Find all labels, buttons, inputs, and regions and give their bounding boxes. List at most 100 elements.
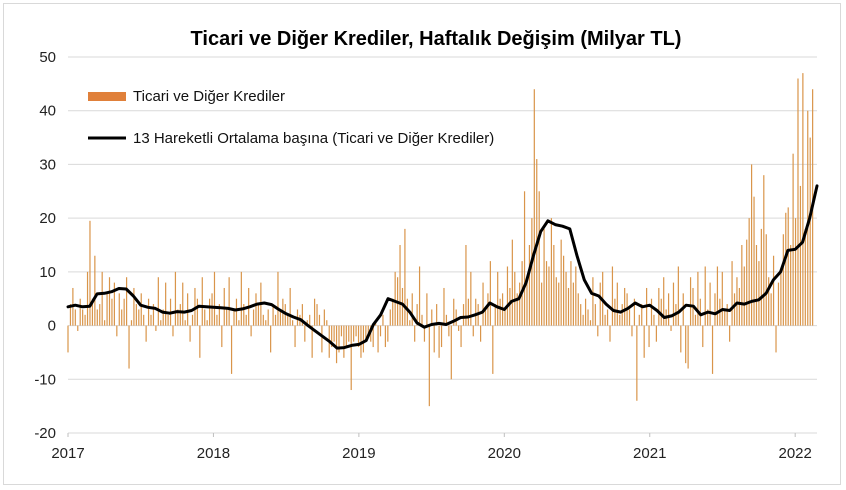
weekly-bar (560, 239, 562, 326)
weekly-bar (199, 325, 201, 358)
weekly-bar (184, 320, 186, 326)
weekly-bar (611, 266, 614, 326)
weekly-bar (772, 255, 775, 326)
weekly-bar (582, 314, 584, 326)
weekly-bar (726, 304, 728, 326)
weekly-bar (233, 309, 235, 326)
y-tick-label: 40 (39, 103, 56, 120)
weekly-bar (570, 261, 572, 326)
weekly-bar (516, 293, 518, 326)
weekly-bar (648, 325, 650, 348)
weekly-bar (331, 325, 333, 348)
grid-lines (68, 56, 817, 434)
weekly-bar (235, 298, 238, 326)
weekly-bar (157, 277, 159, 326)
weekly-bar (201, 277, 203, 326)
weekly-bar (125, 277, 128, 326)
weekly-bar (321, 325, 323, 353)
weekly-bar (150, 314, 152, 326)
weekly-bar (733, 293, 736, 326)
weekly-bar (545, 261, 548, 326)
weekly-bar (152, 304, 155, 326)
weekly-bar (191, 314, 194, 326)
weekly-bar (448, 325, 450, 337)
weekly-bar (294, 325, 296, 348)
weekly-bar (240, 271, 242, 326)
weekly-bar (450, 325, 452, 380)
weekly-bar (130, 320, 133, 326)
weekly-bar (409, 320, 411, 326)
weekly-bar (660, 298, 662, 326)
weekly-bar (377, 325, 379, 353)
weekly-bar (689, 277, 692, 326)
weekly-bar (353, 325, 355, 342)
weekly-bar (511, 239, 513, 326)
weekly-bar (633, 298, 636, 326)
weekly-bar (470, 271, 472, 326)
weekly-bar (548, 266, 550, 326)
weekly-bar (411, 293, 413, 326)
weekly-bar (436, 304, 438, 326)
legend-label-line: 13 Hareketli Ortalama başına (Ticari ve … (133, 130, 494, 147)
weekly-bar (599, 282, 601, 326)
weekly-bar (211, 293, 213, 326)
weekly-bar (565, 271, 567, 326)
weekly-bar (455, 309, 457, 326)
weekly-bar (89, 220, 91, 326)
weekly-bar (338, 325, 340, 353)
weekly-bar (440, 325, 443, 348)
weekly-bar (289, 287, 291, 326)
weekly-bar (677, 266, 679, 326)
weekly-bar (523, 191, 526, 326)
weekly-bar (609, 325, 611, 342)
weekly-bar (165, 282, 167, 326)
weekly-bar (694, 314, 697, 326)
weekly-bar (687, 325, 689, 369)
weekly-bar (91, 298, 94, 326)
weekly-bar (704, 266, 706, 326)
weekly-bar (509, 287, 511, 326)
x-tick-label: 2020 (488, 445, 521, 462)
weekly-bar (335, 325, 338, 364)
weekly-bar (147, 298, 150, 326)
weekly-bar (252, 309, 255, 326)
weekly-bar (128, 325, 130, 369)
weekly-bar (697, 271, 699, 326)
weekly-bar (174, 271, 177, 326)
weekly-bar (306, 320, 308, 326)
weekly-bar (167, 314, 169, 326)
weekly-bar (172, 325, 174, 337)
moving-average-series (66, 184, 819, 350)
weekly-bar (663, 277, 665, 326)
weekly-bar (533, 89, 535, 326)
weekly-bar (631, 325, 633, 337)
weekly-bar (255, 293, 257, 326)
weekly-bar (140, 293, 142, 326)
weekly-bar (274, 314, 277, 326)
weekly-bar (262, 314, 264, 326)
weekly-bar (616, 282, 618, 326)
chart-frame (3, 3, 841, 485)
weekly-bar (807, 110, 809, 326)
weekly-bar (77, 325, 79, 331)
weekly-bar (421, 314, 423, 326)
weekly-bar (394, 271, 396, 326)
weekly-bar (526, 277, 528, 326)
weekly-bar (482, 282, 484, 326)
weekly-bar (641, 304, 643, 326)
weekly-bar (787, 207, 789, 326)
weekly-bar (82, 309, 84, 326)
weekly-bar (340, 325, 343, 337)
legend-label-bars: Ticari ve Diğer Krediler (133, 88, 285, 105)
weekly-bar (751, 164, 753, 326)
weekly-bar (580, 304, 582, 326)
weekly-bar (389, 309, 391, 326)
weekly-bar (345, 325, 347, 348)
weekly-bar (94, 255, 96, 326)
weekly-bar (355, 325, 357, 337)
weekly-bar (143, 314, 145, 326)
weekly-bar (382, 314, 384, 326)
weekly-bar (504, 309, 506, 326)
weekly-bar (597, 325, 599, 337)
weekly-bar (204, 309, 206, 326)
